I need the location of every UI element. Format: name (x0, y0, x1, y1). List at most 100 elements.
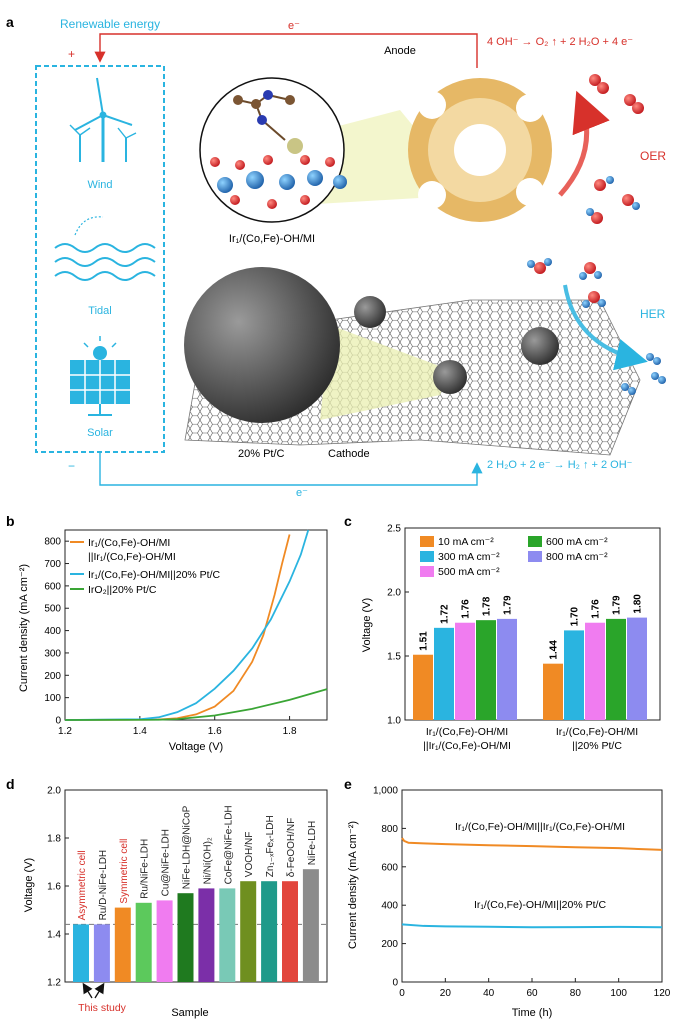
chart-c-bar-label: 1.70 (570, 606, 581, 626)
panel-label-c: c (344, 513, 352, 529)
catalyst-label: Ir₁/(Co,Fe)-OH/MI (229, 233, 315, 245)
chart-c-bar (606, 618, 626, 720)
chart-d-bar (219, 888, 236, 982)
chart-d-bar (302, 869, 319, 982)
chart-d-ylabel: Voltage (V) (23, 858, 35, 912)
y-tick-label: 600 (381, 862, 398, 873)
chart-d-bar-label: NiFe-LDH (307, 821, 318, 865)
chart-c-bar-label: 1.80 (633, 594, 644, 614)
legend-500: 500 mA cm⁻² (438, 566, 500, 578)
anode-reaction: 4 OH⁻ → O₂ ↑ + 2 H₂O + 4 e⁻ (487, 36, 633, 48)
chart-c-bar-label: 1.78 (482, 596, 493, 616)
electron-label-bottom: e⁻ (296, 487, 308, 499)
legend-swatch-300 (420, 551, 434, 562)
y-tick-label: 0 (55, 716, 61, 727)
chart-c-bar (627, 617, 647, 720)
chart-e-series1-label: Ir₁/(Co,Fe)-OH/MI||Ir₁/(Co,Fe)-OH/MI (455, 821, 625, 833)
pt-c-label: 20% Pt/C (238, 448, 285, 460)
y-tick-label: 800 (44, 537, 61, 548)
anode-wire (94, 33, 478, 68)
y-tick-label: 1.5 (387, 652, 401, 663)
chart-d-bar-label: Ru/D-NiFe-LDH (98, 850, 109, 921)
category-1-line1: Ir₁/(Co,Fe)-OH/MI (426, 726, 508, 738)
chart-d-bar-label: Ni/Ni(OH)₂ (202, 837, 213, 884)
y-tick-label: 300 (44, 648, 61, 659)
y-tick-label: 1.0 (387, 716, 401, 727)
chart-d-bar-label: CoFe@NiFe-LDH (223, 805, 234, 884)
chart-c-bar-label: 1.76 (591, 599, 602, 619)
chart-d-bar (73, 924, 89, 982)
y-tick-label: 1,000 (373, 786, 398, 797)
chart-d-bar (135, 902, 152, 982)
x-tick-label: 40 (483, 988, 495, 999)
chart-b-xlabel: Voltage (V) (169, 741, 223, 753)
chart-c-legend: 10 mA cm⁻² 300 mA cm⁻² 500 mA cm⁻² 600 m… (420, 536, 608, 578)
x-tick-label: 1.4 (133, 726, 147, 737)
chart-c-bar-label: 1.79 (612, 595, 623, 615)
panel-e: e 0 20 40 60 80 100 120 0 200 400 600 800 1,000 Time… (344, 776, 671, 1019)
x-tick-label: 1.8 (283, 726, 297, 737)
chart-e-series-0 (401, 837, 663, 851)
panel-c: c 1.01.52.02.51.51 1.441.72 1.701.76 1.761.… (344, 513, 661, 752)
legend-swatch-10 (420, 536, 434, 547)
legend-swatch-800 (528, 551, 542, 562)
wind-turbine-icon (69, 77, 137, 162)
y-tick-label: 2.0 (387, 588, 401, 599)
chart-c-bar-label: 1.72 (440, 604, 451, 624)
chart-b-frame (64, 529, 328, 721)
x-tick-label: 1.6 (208, 726, 222, 737)
oer-label: OER (640, 149, 666, 163)
x-tick-label: 60 (526, 988, 538, 999)
cathode-graphene-illustration (184, 267, 641, 456)
chart-d-xlabel: Sample (171, 1007, 208, 1019)
her-label: HER (640, 307, 666, 321)
legend-item-2: Ir₁/(Co,Fe)-OH/MI||20% Pt/C (88, 569, 221, 581)
chart-e-xlabel: Time (h) (512, 1007, 553, 1019)
panel-d: d 1.2 1.4 1.6 1.8 2.0 Asymmetric cell Ru/D-NiF… (6, 776, 328, 1019)
legend-swatch-500 (420, 566, 434, 577)
wind-label: Wind (87, 179, 112, 191)
chart-d-bar (282, 881, 298, 982)
x-tick-label: 1.2 (58, 726, 72, 737)
y-tick-label: 200 (381, 939, 398, 950)
y-tick-label: 800 (381, 824, 398, 835)
chart-b-legend: Ir₁/(Co,Fe)-OH/MI ||Ir₁/(Co,Fe)-OH/MI Ir… (70, 537, 221, 596)
water-hydrogen-molecules-icon (527, 258, 666, 395)
panel-label-b: b (6, 513, 15, 529)
chart-c-bar-label: 1.76 (461, 599, 472, 619)
cathode-wire (99, 452, 483, 486)
tidal-label: Tidal (88, 305, 111, 317)
y-tick-label: 1.2 (47, 978, 61, 989)
y-tick-label: 1.4 (47, 930, 61, 941)
panel-b: b 1.2 1.4 1.6 1.80100200300400500600700800 … (6, 513, 328, 753)
panel-label-d: d (6, 776, 15, 792)
chart-d-bar (261, 881, 278, 982)
chart-c-plot: 1.0 1.5 2.0 2.5 1.51 1.44 1.72 1.70 1.76 1.76 1.78… (387, 524, 661, 727)
anode-label: Anode (384, 45, 416, 57)
chart-d-plot: 1.2 1.4 1.6 1.8 2.0 Asymmetric cell Ru/D-NiFe-… (47, 786, 328, 989)
y-tick-label: 200 (44, 671, 61, 682)
chart-d-bar (93, 924, 110, 982)
chart-c-bar (476, 620, 496, 720)
y-tick-label: 1.6 (47, 882, 61, 893)
chart-d-bar-label: VOOH/NF (244, 832, 255, 878)
chart-d-bar-label: Ru/NiFe-LDH (140, 839, 151, 899)
y-tick-label: 600 (44, 581, 61, 592)
y-tick-label: 400 (381, 901, 398, 912)
cathode-reaction: 2 H₂O + 2 e⁻ → H₂ ↑ + 2 OH⁻ (487, 459, 633, 471)
x-tick-label: 20 (440, 988, 452, 999)
chart-b-plot: 1.2 1.4 1.6 1.8 0 100 200 300 400 500 600 700 800 (44, 529, 328, 737)
chart-c-bar (497, 618, 517, 720)
legend-item-1b: ||Ir₁/(Co,Fe)-OH/MI (88, 551, 176, 563)
y-tick-label: 2.0 (47, 786, 61, 797)
chart-c-bar (455, 622, 475, 720)
chart-d-bar (198, 888, 215, 982)
cathode-label: Cathode (328, 448, 370, 460)
legend-300: 300 mA cm⁻² (438, 551, 500, 563)
oer-arrow (558, 90, 610, 197)
chart-c-ylabel: Voltage (V) (361, 598, 373, 652)
category-2-line2: ||20% Pt/C (572, 740, 622, 752)
legend-item-3: IrO₂||20% Pt/C (88, 584, 157, 596)
category-1-line2: ||Ir₁/(Co,Fe)-OH/MI (423, 740, 511, 752)
